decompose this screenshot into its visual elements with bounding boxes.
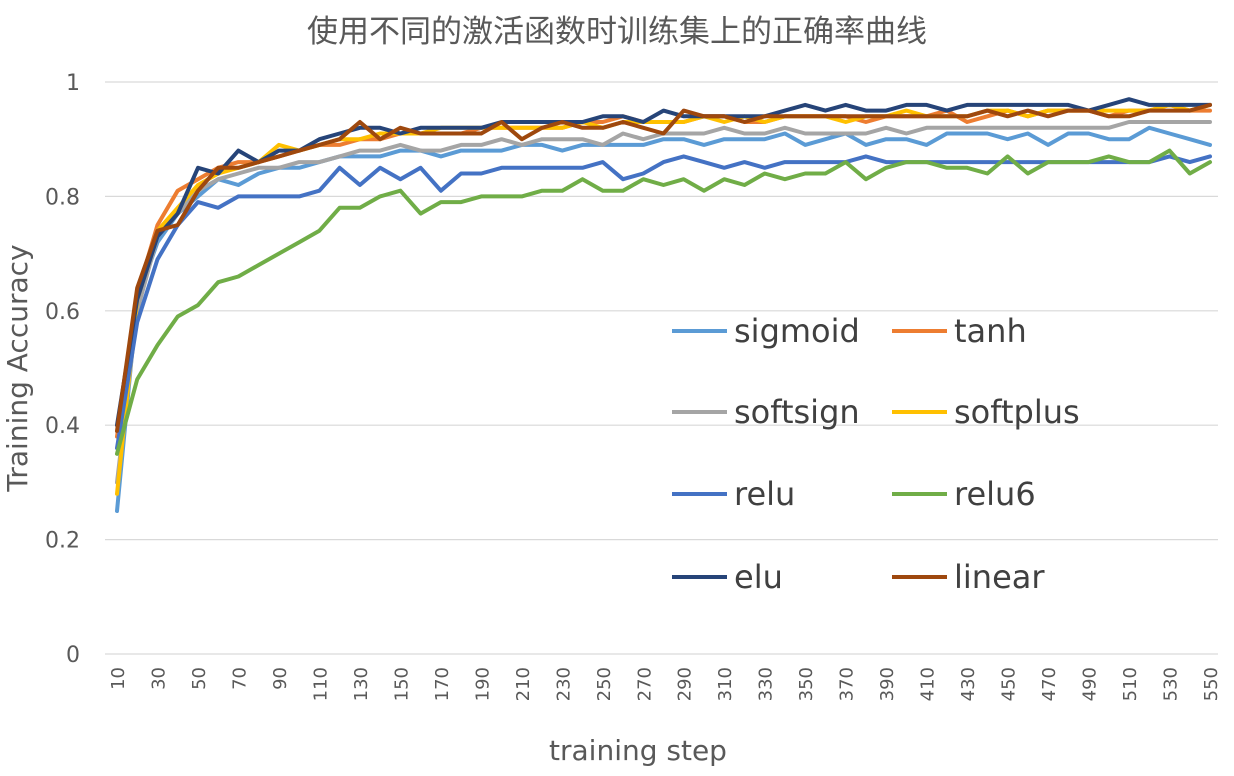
y-tick-label: 0 bbox=[66, 643, 80, 668]
x-axis-ticks: 10 30 50 70 90 110 130 150 170 190 210 230 250 270 290… bbox=[108, 667, 1222, 701]
x-tick-label: 150 bbox=[391, 667, 412, 701]
x-tick-label: 90 bbox=[270, 667, 291, 690]
y-axis-ticks: 0 0.2 0.4 0.6 0.8 1 bbox=[45, 71, 80, 668]
y-tick-label: 1 bbox=[66, 71, 80, 96]
legend-label-linear: linear bbox=[954, 558, 1045, 596]
x-tick-label: 210 bbox=[513, 667, 534, 701]
x-axis-label: training step bbox=[549, 734, 727, 767]
series-lines bbox=[115, 97, 1212, 513]
chart-title: 使用不同的激活函数时训练集上的正确率曲线 bbox=[307, 14, 927, 50]
legend-label-tanh: tanh bbox=[954, 312, 1027, 350]
x-tick-label: 330 bbox=[756, 667, 777, 701]
y-tick-label: 0.2 bbox=[45, 529, 80, 554]
legend-label-relu: relu bbox=[734, 475, 795, 513]
series-line-relu6 bbox=[115, 148, 1212, 456]
x-tick-label: 470 bbox=[1039, 667, 1060, 701]
x-tick-label: 450 bbox=[999, 667, 1020, 701]
y-axis-label: Training Accuracy bbox=[1, 244, 34, 492]
x-tick-label: 550 bbox=[1201, 667, 1222, 701]
series-line-linear bbox=[115, 102, 1212, 433]
x-tick-label: 170 bbox=[432, 667, 453, 701]
legend-label-elu: elu bbox=[734, 558, 783, 596]
x-tick-label: 30 bbox=[148, 667, 169, 690]
x-tick-label: 270 bbox=[634, 667, 655, 701]
x-tick-label: 50 bbox=[189, 667, 210, 690]
x-tick-label: 130 bbox=[351, 667, 372, 701]
y-tick-label: 0.6 bbox=[45, 300, 80, 325]
x-tick-label: 350 bbox=[796, 667, 817, 701]
legend-label-softsign: softsign bbox=[734, 393, 860, 431]
x-tick-label: 110 bbox=[310, 667, 331, 701]
series-line-sigmoid bbox=[115, 125, 1212, 513]
x-tick-label: 250 bbox=[594, 667, 615, 701]
x-tick-label: 510 bbox=[1120, 667, 1141, 701]
legend-label-sigmoid: sigmoid bbox=[734, 312, 860, 350]
legend-label-relu6: relu6 bbox=[954, 475, 1036, 513]
x-tick-label: 410 bbox=[918, 667, 939, 701]
series-line-relu bbox=[115, 154, 1212, 451]
x-tick-label: 290 bbox=[675, 667, 696, 701]
x-tick-label: 190 bbox=[472, 667, 493, 701]
x-tick-label: 70 bbox=[229, 667, 250, 690]
x-tick-label: 310 bbox=[715, 667, 736, 701]
x-tick-label: 370 bbox=[837, 667, 858, 701]
x-tick-label: 530 bbox=[1161, 667, 1182, 701]
x-tick-label: 390 bbox=[877, 667, 898, 701]
x-tick-label: 430 bbox=[958, 667, 979, 701]
y-tick-label: 0.8 bbox=[45, 185, 80, 210]
x-tick-label: 230 bbox=[553, 667, 574, 701]
legend-label-softplus: softplus bbox=[954, 393, 1080, 431]
legend: sigmoid tanh softsign softplus relu relu6 elu l… bbox=[672, 312, 1080, 596]
series-line-elu bbox=[115, 97, 1212, 428]
x-tick-label: 490 bbox=[1080, 667, 1101, 701]
y-tick-label: 0.4 bbox=[45, 414, 80, 439]
x-tick-label: 10 bbox=[108, 667, 129, 690]
